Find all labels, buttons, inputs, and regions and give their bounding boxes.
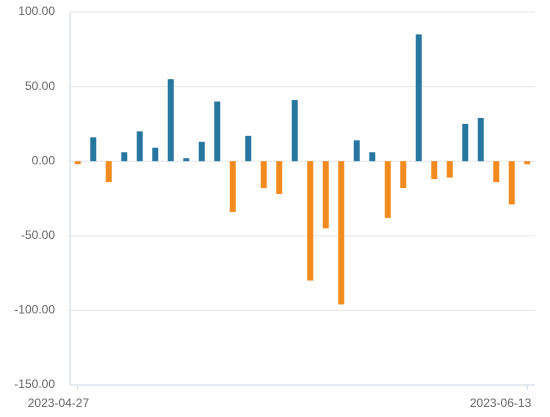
bar bbox=[353, 140, 360, 162]
bar bbox=[291, 100, 298, 162]
y-tick-label: 100.00 bbox=[18, 4, 55, 18]
bar bbox=[400, 161, 407, 189]
bar bbox=[524, 161, 531, 165]
x-tick-label: 2023-06-13 bbox=[470, 396, 532, 410]
bar bbox=[276, 161, 283, 195]
bar bbox=[198, 141, 205, 162]
bar bbox=[90, 137, 97, 162]
bar bbox=[105, 161, 112, 183]
bar bbox=[446, 161, 453, 178]
bar bbox=[121, 152, 128, 162]
bar bbox=[229, 161, 236, 212]
bar bbox=[338, 161, 345, 305]
bar bbox=[369, 152, 376, 162]
y-tick-label: -50.00 bbox=[21, 228, 55, 242]
bar bbox=[322, 161, 329, 229]
y-tick-label: 50.00 bbox=[25, 79, 55, 93]
bar bbox=[136, 131, 143, 162]
bar bbox=[307, 161, 314, 281]
bar bbox=[183, 158, 190, 162]
bar bbox=[477, 117, 484, 162]
bar bbox=[431, 161, 438, 180]
y-tick-label: -150.00 bbox=[14, 377, 55, 391]
bar bbox=[415, 34, 422, 162]
x-tick-label: 2023-04-27 bbox=[28, 396, 90, 410]
bar bbox=[462, 123, 469, 162]
bar bbox=[152, 147, 159, 162]
bar bbox=[260, 161, 267, 189]
y-tick-label: 0.00 bbox=[32, 153, 56, 167]
bar bbox=[493, 161, 500, 183]
bar bbox=[214, 101, 221, 162]
bar bbox=[384, 161, 391, 218]
bar bbox=[167, 79, 174, 162]
bar bbox=[74, 161, 81, 165]
bar bbox=[508, 161, 515, 205]
y-tick-label: -100.00 bbox=[14, 303, 55, 317]
bar bbox=[245, 135, 252, 162]
